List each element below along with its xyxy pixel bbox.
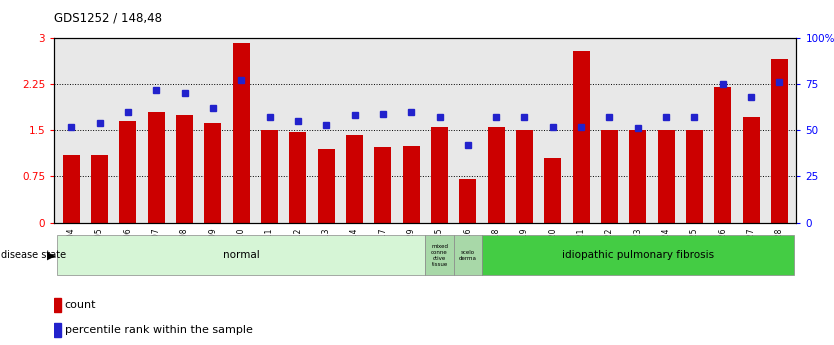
Bar	[516, 130, 533, 223]
Text: idiopathic pulmonary fibrosis: idiopathic pulmonary fibrosis	[562, 250, 714, 260]
Bar	[488, 127, 505, 223]
Bar	[204, 123, 221, 223]
Bar	[454, 235, 482, 275]
Bar	[318, 149, 334, 223]
Bar	[658, 130, 675, 223]
Bar	[425, 235, 454, 275]
Text: count: count	[65, 300, 96, 310]
Bar	[374, 147, 391, 223]
Bar	[148, 112, 164, 223]
Bar	[261, 130, 278, 223]
Text: normal: normal	[223, 250, 259, 260]
Bar	[233, 43, 249, 223]
Bar	[714, 87, 731, 223]
Bar	[630, 130, 646, 223]
Text: mixed
conne
ctive
tissue: mixed conne ctive tissue	[431, 244, 448, 266]
Bar	[54, 298, 61, 312]
Bar	[346, 135, 363, 223]
Bar	[686, 130, 703, 223]
Bar	[573, 51, 590, 223]
Bar	[431, 127, 448, 223]
Bar	[403, 146, 420, 223]
Bar	[54, 323, 61, 337]
Bar	[289, 132, 306, 223]
Text: percentile rank within the sample: percentile rank within the sample	[65, 325, 253, 335]
Bar	[545, 158, 561, 223]
Bar	[742, 117, 760, 223]
Text: ▶: ▶	[47, 250, 55, 260]
Bar	[57, 235, 425, 275]
Text: disease state: disease state	[1, 250, 66, 260]
Bar	[460, 179, 476, 223]
Bar	[63, 155, 80, 223]
Bar	[91, 155, 108, 223]
Bar	[482, 235, 794, 275]
Bar	[176, 115, 193, 223]
Bar	[601, 130, 618, 223]
Text: GDS1252 / 148,48: GDS1252 / 148,48	[54, 11, 162, 24]
Bar	[771, 59, 788, 223]
Bar	[119, 121, 137, 223]
Text: scelo
derma: scelo derma	[459, 250, 477, 261]
